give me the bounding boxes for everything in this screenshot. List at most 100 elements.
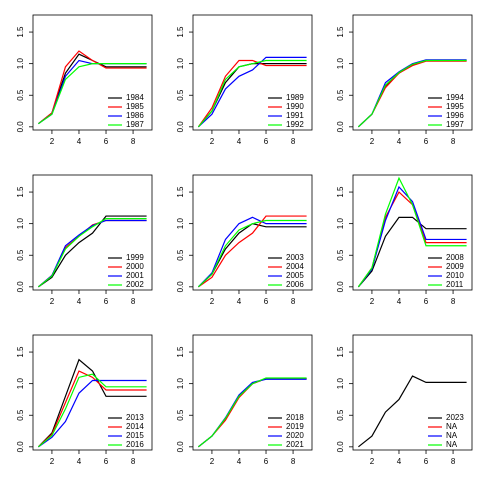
y-tick-label: 1.5 bbox=[16, 26, 25, 38]
series-line bbox=[38, 215, 147, 288]
plot-frame bbox=[352, 174, 473, 291]
x-tick-label: 8 bbox=[291, 297, 296, 306]
legend-label: NA bbox=[446, 422, 458, 431]
y-tick-label: 1.0 bbox=[336, 58, 345, 70]
legend-label: 1987 bbox=[126, 120, 144, 129]
y-tick-label: 0.5 bbox=[176, 409, 185, 421]
y-tick-label: 1.0 bbox=[16, 58, 25, 70]
legend-label: 2019 bbox=[286, 422, 304, 431]
x-tick-label: 6 bbox=[104, 457, 109, 466]
x-tick-label: 6 bbox=[424, 297, 429, 306]
x-tick-label: 6 bbox=[424, 457, 429, 466]
x-tick-label: 6 bbox=[264, 137, 269, 146]
x-tick-label: 8 bbox=[451, 297, 456, 306]
legend-label: 2020 bbox=[286, 431, 304, 440]
y-tick-label: 1.5 bbox=[336, 346, 345, 358]
legend-label: 1985 bbox=[126, 102, 144, 111]
x-tick-label: 4 bbox=[77, 297, 82, 306]
plot-frame bbox=[192, 174, 313, 291]
y-tick-label: 0.5 bbox=[336, 409, 345, 421]
series-line bbox=[38, 379, 147, 448]
x-tick-label: 2 bbox=[210, 297, 215, 306]
series-line bbox=[38, 50, 147, 125]
series-line bbox=[38, 218, 147, 288]
x-tick-label: 4 bbox=[397, 297, 402, 306]
legend-label: 2013 bbox=[126, 413, 144, 422]
legend-label: 2010 bbox=[446, 271, 464, 280]
legend-label: 2005 bbox=[286, 271, 304, 280]
legend-label: 1989 bbox=[286, 93, 304, 102]
series-line bbox=[198, 56, 307, 128]
y-tick-label: 1.0 bbox=[16, 378, 25, 390]
legend-label: NA bbox=[446, 440, 458, 449]
legend-label: 1995 bbox=[446, 102, 464, 111]
x-tick-label: 6 bbox=[264, 297, 269, 306]
plot-frame bbox=[32, 334, 153, 451]
series-line bbox=[357, 216, 467, 288]
legend-label: 1994 bbox=[446, 93, 464, 102]
x-tick-label: 2 bbox=[210, 137, 215, 146]
series-line bbox=[37, 358, 147, 448]
x-tick-label: 4 bbox=[77, 457, 82, 466]
y-tick-label: 0.5 bbox=[176, 249, 185, 261]
legend-label: 2018 bbox=[286, 413, 304, 422]
legend-label: 1996 bbox=[446, 111, 464, 120]
x-tick-label: 2 bbox=[50, 457, 55, 466]
x-tick-label: 8 bbox=[131, 457, 136, 466]
legend-label: 2003 bbox=[286, 253, 304, 262]
x-tick-label: 4 bbox=[77, 137, 82, 146]
x-tick-label: 4 bbox=[237, 137, 242, 146]
x-tick-label: 4 bbox=[397, 457, 402, 466]
legend-label: 1984 bbox=[126, 93, 144, 102]
series-line bbox=[38, 373, 147, 448]
legend-label: 2023 bbox=[446, 413, 464, 422]
series-line bbox=[198, 377, 307, 448]
y-tick-label: 0.0 bbox=[336, 441, 345, 453]
y-tick-label: 0.0 bbox=[176, 121, 185, 133]
x-tick-label: 6 bbox=[264, 457, 269, 466]
y-tick-label: 1.5 bbox=[336, 186, 345, 198]
x-tick-label: 8 bbox=[451, 457, 456, 466]
x-tick-label: 4 bbox=[237, 457, 242, 466]
y-tick-label: 1.0 bbox=[336, 378, 345, 390]
x-tick-label: 8 bbox=[131, 137, 136, 146]
x-tick-label: 6 bbox=[104, 297, 109, 306]
y-tick-label: 1.5 bbox=[176, 186, 185, 198]
x-tick-label: 8 bbox=[451, 137, 456, 146]
x-tick-label: 4 bbox=[237, 297, 242, 306]
y-tick-label: 0.0 bbox=[336, 121, 345, 133]
legend-label: 2009 bbox=[446, 262, 464, 271]
y-tick-label: 1.5 bbox=[336, 26, 345, 38]
series-line bbox=[197, 59, 307, 128]
y-tick-label: 0.0 bbox=[176, 441, 185, 453]
series-line bbox=[198, 215, 307, 288]
x-tick-label: 4 bbox=[397, 137, 402, 146]
x-tick-label: 2 bbox=[50, 297, 55, 306]
y-tick-label: 0.0 bbox=[16, 441, 25, 453]
legend-label: 2000 bbox=[126, 262, 144, 271]
y-tick-label: 0.5 bbox=[176, 89, 185, 101]
legend-label: 1997 bbox=[446, 120, 464, 129]
y-tick-label: 1.0 bbox=[176, 378, 185, 390]
legend-label: 1986 bbox=[126, 111, 144, 120]
y-tick-label: 1.5 bbox=[16, 346, 25, 358]
legend-label: 2015 bbox=[126, 431, 144, 440]
x-tick-label: 2 bbox=[370, 137, 375, 146]
plot-frame bbox=[32, 14, 153, 131]
y-tick-label: 1.5 bbox=[16, 186, 25, 198]
legend-label: 2001 bbox=[126, 271, 144, 280]
y-tick-label: 0.5 bbox=[16, 89, 25, 101]
x-tick-label: 2 bbox=[50, 137, 55, 146]
legend-label: 2016 bbox=[126, 440, 144, 449]
y-tick-label: 0.5 bbox=[16, 249, 25, 261]
y-tick-label: 0.5 bbox=[336, 249, 345, 261]
legend-label: 2002 bbox=[126, 280, 144, 289]
